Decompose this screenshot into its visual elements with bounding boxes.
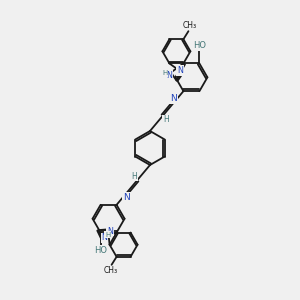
Text: H: H [163,115,169,124]
Text: HO: HO [193,41,206,50]
Text: N: N [123,193,130,202]
Text: H: H [162,70,167,76]
Text: N: N [170,94,177,103]
Text: N: N [107,227,113,236]
Text: H: H [105,232,110,238]
Text: N: N [166,71,172,80]
Text: N: N [177,66,183,75]
Text: CH₃: CH₃ [182,21,197,30]
Text: HO: HO [94,246,107,255]
Text: N: N [102,233,107,242]
Text: H: H [131,172,137,181]
Text: CH₃: CH₃ [103,266,118,275]
